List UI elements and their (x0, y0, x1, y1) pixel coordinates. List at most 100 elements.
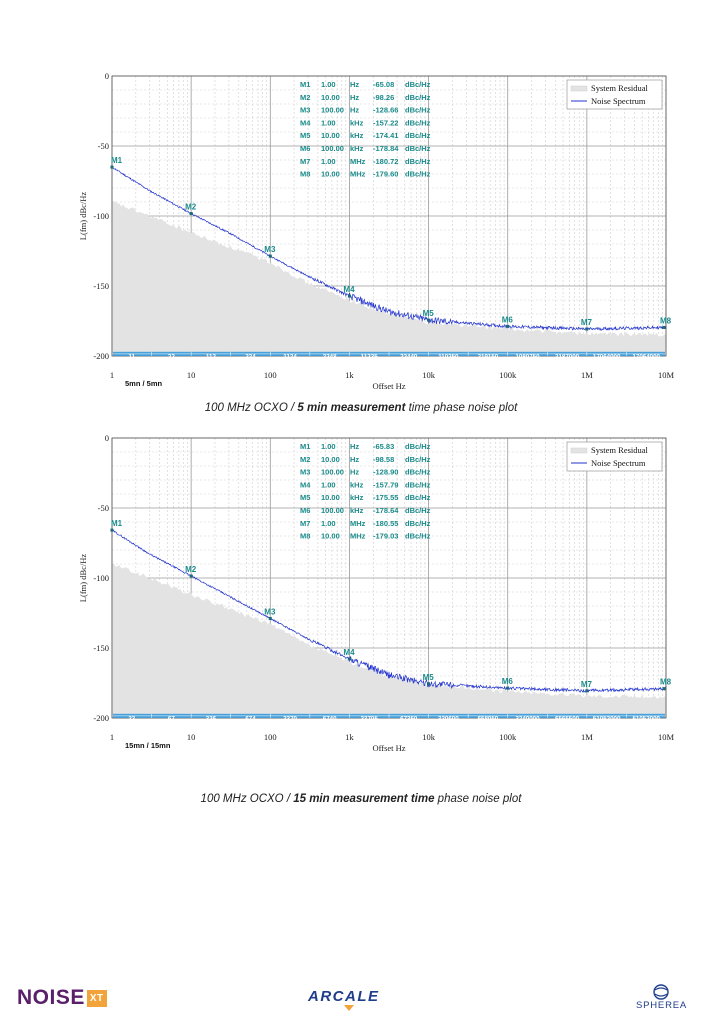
y-tick-label: -150 (93, 643, 109, 653)
bottom-table-gain: 32.6 dB (516, 724, 539, 731)
marker-label: M7 (581, 318, 593, 327)
bottom-table-gain: 22.6 dB (358, 724, 381, 731)
bottom-table: 11 5.2 dB 22 6.7 dB 112 10.2 dB 224 11.8 dB 1124… (113, 351, 665, 369)
marker-table-cell: 10.00 (321, 455, 340, 464)
marker-label: M4 (343, 285, 355, 294)
bottom-table-count: 17064000 (593, 353, 621, 360)
bottom-table-gain: 5.2 dB (122, 362, 141, 369)
marker-table-cell: -179.60 (373, 170, 398, 179)
x-tick-label: 10k (422, 732, 436, 742)
marker-table-cell: 100.00 (321, 106, 344, 115)
marker-table-cell: dBc/Hz (405, 157, 431, 166)
marker-point (662, 687, 666, 691)
marker-label: M6 (502, 677, 514, 686)
marker-table-cell: -98.26 (373, 93, 394, 102)
bottom-table-gain: 12.6 dB (200, 724, 223, 731)
marker-table-cell: dBc/Hz (405, 106, 431, 115)
marker-point (268, 616, 272, 620)
x-tick-label: 100 (264, 732, 277, 742)
bottom-table-gain: 27.6 dB (437, 724, 460, 731)
y-tick-label: -200 (93, 351, 109, 361)
legend-swatch-residual (570, 447, 588, 454)
bottom-table-gain: 38.5 dB (596, 724, 619, 731)
marker-table-cell: -65.83 (373, 442, 394, 451)
legend-entry: System Residual (591, 83, 649, 93)
y-tick-label: -150 (93, 281, 109, 291)
y-tick-label: -50 (98, 141, 109, 151)
marker-label: M2 (185, 565, 197, 574)
marker-point (268, 254, 272, 258)
x-tick-label: 1 (110, 370, 114, 380)
marker-table-cell: M3 (300, 468, 310, 477)
x-tick-label: 10 (187, 370, 196, 380)
marker-table-cell: dBc/Hz (405, 144, 431, 153)
arcale-logo-triangle-icon (344, 1005, 354, 1011)
noise-logo-badge: XT (86, 989, 107, 1007)
bottom-table-gain: 16.8 dB (319, 362, 342, 369)
marker-table-cell: Hz (350, 93, 359, 102)
marker-table-cell: dBc/Hz (405, 480, 431, 489)
marker-point (347, 294, 351, 298)
legend: System Residual Noise Spectrum (566, 441, 663, 472)
y-axis-label: L(fm) dBc/Hz (78, 554, 88, 603)
bottom-table-gain: 24.1 dB (398, 724, 421, 731)
marker-table-cell: kHz (350, 480, 364, 489)
marker-table-cell: MHz (350, 519, 366, 528)
bottom-table-count: 33 (128, 715, 135, 722)
caption-15min-bold: 15 min measurement time (293, 793, 435, 805)
marker-table-cell: dBc/Hz (405, 493, 431, 502)
marker-table-cell: 10.00 (321, 170, 340, 179)
bottom-table-count: 2248 (323, 353, 337, 360)
x-tick-label: 1M (581, 732, 593, 742)
marker-table-cell: dBc/Hz (405, 131, 431, 140)
marker-table-cell: 10.00 (321, 131, 340, 140)
bottom-table-gain: 31.7 dB (556, 362, 579, 369)
bottom-table-count: 33705 (361, 715, 379, 722)
marker-table-cell: 100.00 (321, 144, 344, 153)
marker-table-cell: dBc/Hz (405, 468, 431, 477)
marker-label: M5 (423, 673, 435, 682)
bottom-table-gain: 29.1 dB (477, 724, 500, 731)
bottom-table-gain: 36.2 dB (596, 362, 619, 369)
marker-table-cell: -178.84 (373, 144, 399, 153)
marker-label: M3 (264, 245, 276, 254)
bottom-table-count: 11 (129, 353, 136, 360)
bottom-table-gain: 7.6 dB (122, 724, 141, 731)
noise-spectrum-line (111, 166, 667, 332)
marker-table-cell: M1 (300, 80, 310, 89)
marker-table-cell: -175.55 (373, 493, 398, 502)
marker-point (427, 682, 431, 686)
marker-table-cell: Hz (350, 80, 359, 89)
legend: System Residual Noise Spectrum (566, 79, 663, 110)
bottom-table-gain: 17.6 dB (279, 724, 302, 731)
legend-swatch-residual (570, 85, 588, 92)
bottom-table-count: 17064000 (632, 353, 660, 360)
bottom-table-count: 3240000 (515, 715, 540, 722)
bottom-table-count: 22440 (400, 353, 418, 360)
marker-table-cell: 1.00 (321, 157, 336, 166)
marker-table-cell: dBc/Hz (405, 170, 431, 179)
marker-table-cell: -180.55 (373, 519, 398, 528)
marker-table-cell: Hz (350, 468, 359, 477)
marker-table-cell: -157.22 (373, 118, 398, 127)
x-tick-label: 100 (264, 370, 277, 380)
marker-point (506, 324, 510, 328)
bottom-table-count: 6565500 (555, 715, 580, 722)
marker-point (189, 212, 193, 216)
marker-table-cell: 10.00 (321, 93, 340, 102)
bottom-table-count: 51052000 (632, 715, 660, 722)
bottom-table-count: 22 (168, 353, 175, 360)
marker-label: M8 (660, 678, 672, 687)
legend-box (566, 79, 663, 110)
legend-entry: Noise Spectrum (591, 96, 646, 106)
marker-table-cell: dBc/Hz (405, 506, 431, 515)
marker-table-cell: -157.79 (373, 480, 398, 489)
marker-table-cell: dBc/Hz (405, 455, 431, 464)
marker-table-cell: MHz (350, 157, 366, 166)
marker-table-cell: 100.00 (321, 506, 344, 515)
marker-table-cell: dBc/Hz (405, 442, 431, 451)
y-axis-label: L(fm) dBc/Hz (78, 192, 88, 241)
marker-point (506, 686, 510, 690)
marker-label: M7 (581, 680, 593, 689)
